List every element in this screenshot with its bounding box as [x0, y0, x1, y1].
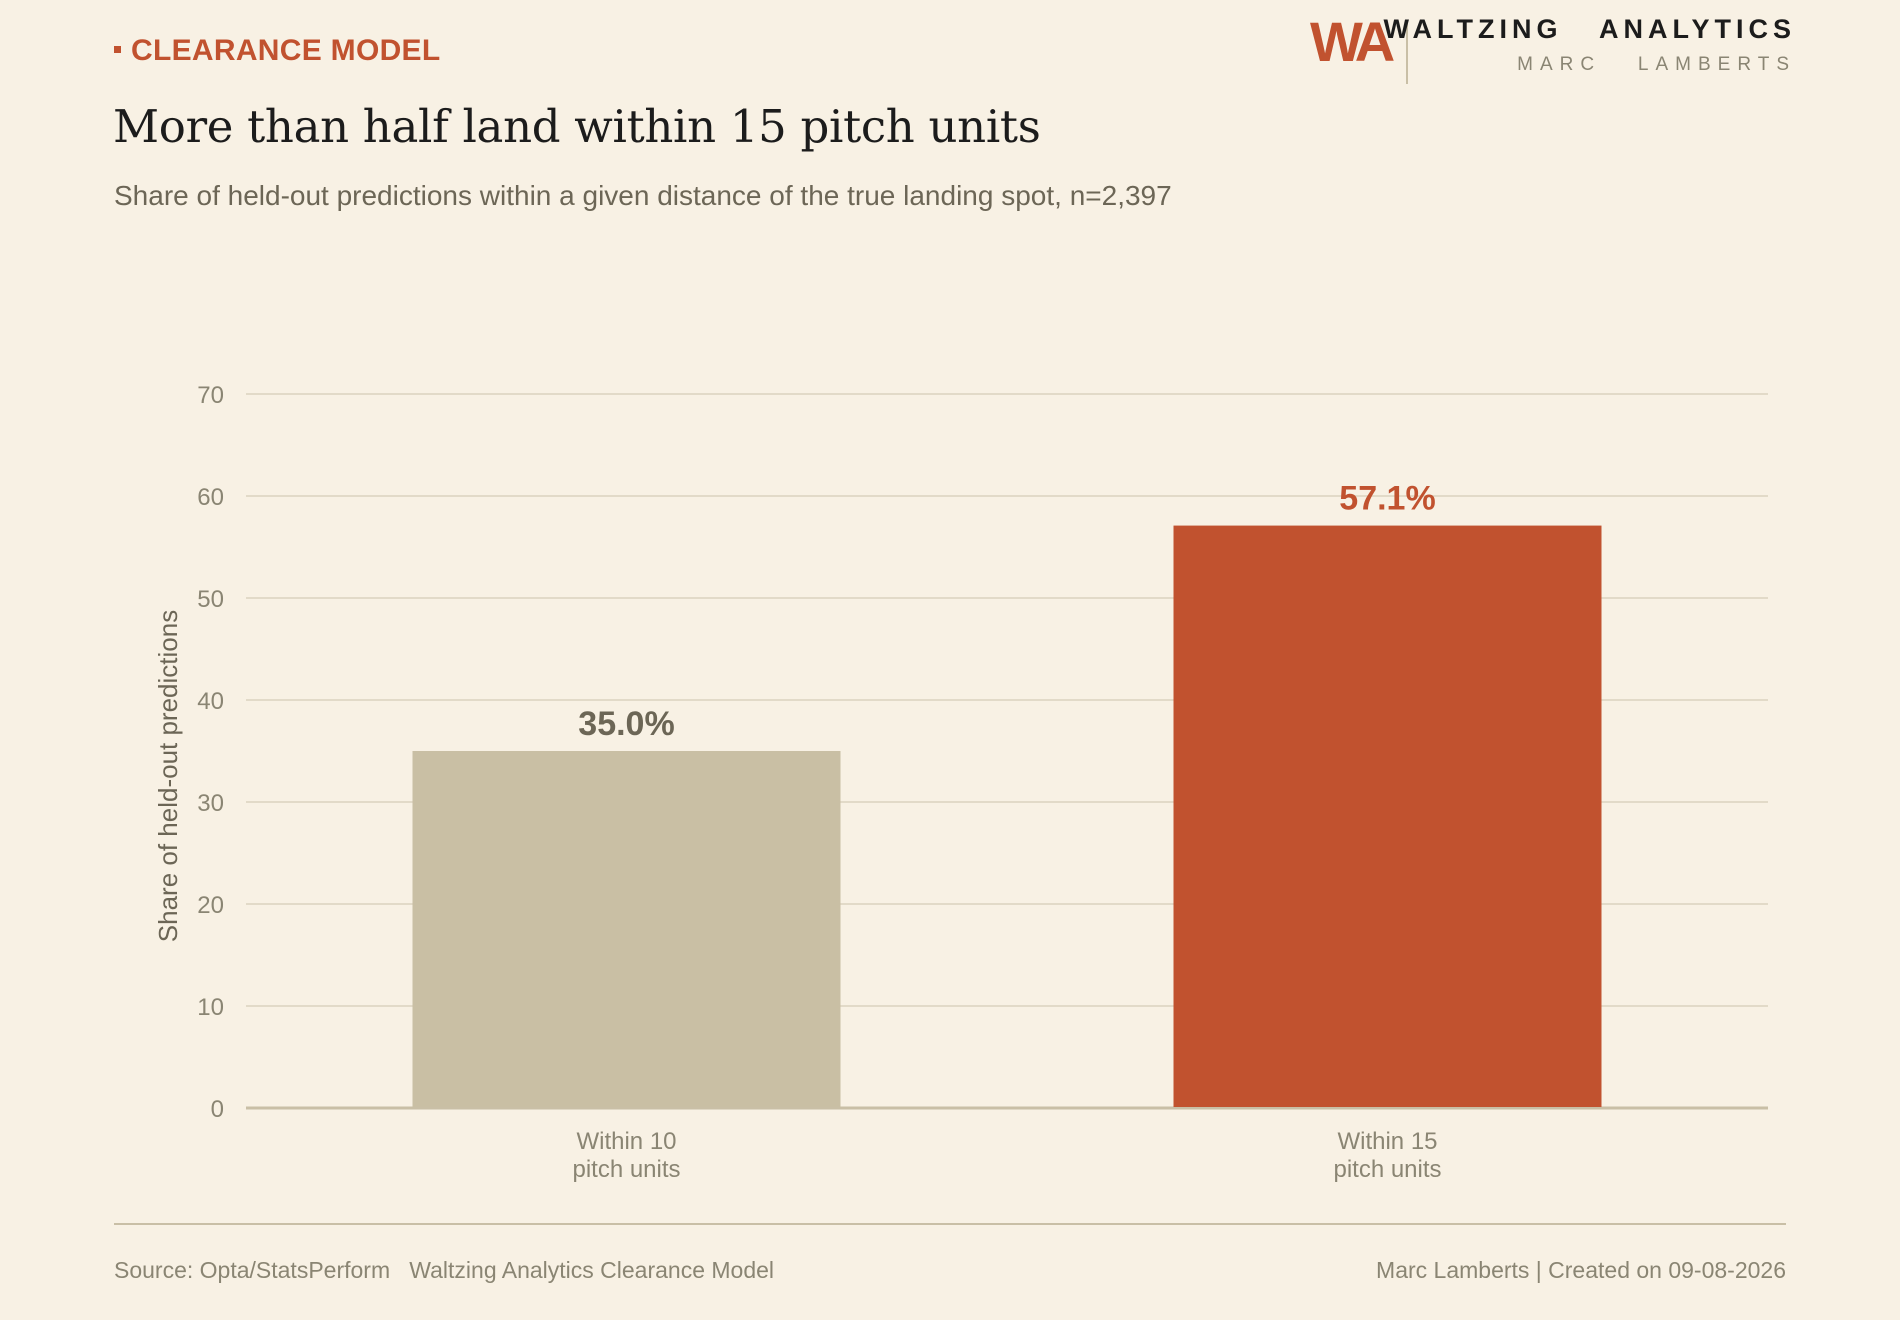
brand-monogram: WA	[1310, 10, 1395, 73]
x-tick-label: Within 10	[576, 1128, 676, 1155]
chart-title: More than half land within 15 pitch unit…	[113, 100, 1041, 153]
y-axis-label: Share of held-out predictions	[153, 610, 183, 942]
y-tick-label: 10	[197, 994, 224, 1021]
brand-name: WALTZING ANALYTICS	[1383, 14, 1796, 44]
brand-divider	[1406, 20, 1408, 84]
bar-value-label: 57.1%	[1339, 480, 1435, 518]
kicker-square-icon	[114, 45, 121, 53]
kicker: CLEARANCE MODEL	[114, 34, 441, 68]
x-tick-label: pitch units	[572, 1156, 680, 1183]
y-tick-label: 30	[197, 790, 224, 817]
y-tick-label: 20	[197, 892, 224, 919]
y-tick-label: 70	[197, 382, 224, 409]
brand-logo: WA WALTZING ANALYTICS MARC LAMBERTS	[1310, 14, 1796, 88]
brand-author: MARC LAMBERTS	[1517, 54, 1796, 75]
y-tick-label: 50	[197, 586, 224, 613]
bar-value-label: 35.0%	[578, 705, 674, 743]
y-tick-label: 60	[197, 484, 224, 511]
x-tick-label: pitch units	[1333, 1156, 1441, 1183]
bar-1	[412, 751, 841, 1107]
kicker-label: CLEARANCE MODEL	[131, 34, 441, 67]
source-note: Source: Opta/StatsPerform Waltzing Analy…	[114, 1257, 775, 1283]
footer-divider	[114, 1223, 1786, 1225]
y-tick-label: 40	[197, 688, 224, 715]
y-tick-label: 0	[211, 1096, 224, 1123]
x-tick-label: Within 15	[1337, 1128, 1437, 1155]
bar-2	[1173, 525, 1602, 1107]
chart-subtitle: Share of held-out predictions within a g…	[114, 180, 1172, 211]
credit-note: Marc Lamberts | Created on 09-08-2026	[1376, 1257, 1786, 1283]
